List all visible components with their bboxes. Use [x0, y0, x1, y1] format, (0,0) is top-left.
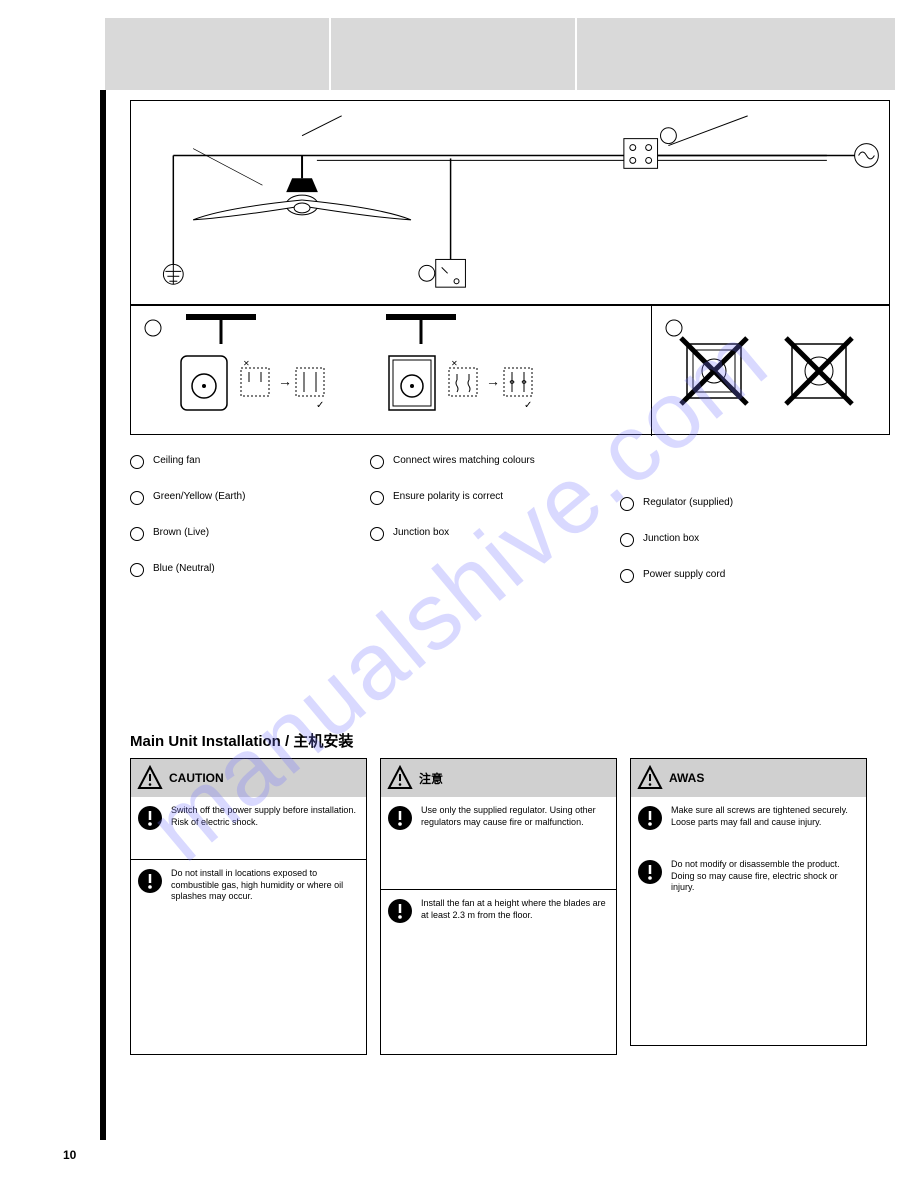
callout-circle [130, 527, 144, 541]
callout-text: Brown (Live) [153, 527, 375, 539]
callout-circle [130, 455, 144, 469]
caution-header: AWAS [631, 759, 866, 797]
callout-circle [370, 491, 384, 505]
caution-title: 注意 [419, 770, 443, 787]
callout-text: Ensure polarity is correct [393, 491, 615, 503]
callout-text: Ceiling fan [153, 455, 375, 467]
regulator-compat-box: ✕ → ✓ ✕ → ✓ [130, 305, 890, 435]
section-heading: Main Unit Installation / 主机安装 [130, 730, 353, 751]
callout-text: Junction box [643, 533, 865, 545]
divider [381, 889, 616, 890]
caution-header: CAUTION [131, 759, 366, 797]
callout-circle [620, 497, 634, 511]
caution-text: Do not modify or disassemble the product… [671, 859, 860, 1019]
page-number: 10 [63, 1148, 76, 1162]
svg-text:✕: ✕ [243, 359, 250, 368]
mandatory-icon [637, 805, 663, 831]
caution-text: Install the fan at a height where the bl… [421, 898, 610, 1028]
caution-panel: 注意 Use only the supplied regulator. Usin… [380, 758, 617, 1055]
do-not-use-diagram [652, 306, 891, 436]
svg-text:→: → [486, 373, 500, 389]
callout-text: Power supply cord [643, 569, 865, 581]
callout-text: Connect wires matching colours [393, 455, 615, 467]
mandatory-icon [137, 868, 163, 894]
callout-circle [370, 455, 384, 469]
caution-text: Do not install in locations exposed to c… [171, 868, 360, 1028]
svg-text:✕: ✕ [451, 359, 458, 368]
warning-triangle-icon [137, 765, 163, 791]
caution-panel: AWAS Make sure all screws are tightened … [630, 758, 867, 1046]
callout-circle [620, 533, 634, 547]
warning-triangle-icon [387, 765, 413, 791]
callout-circle [130, 491, 144, 505]
mandatory-icon [637, 859, 663, 885]
mandatory-icon [387, 805, 413, 831]
callout-text: Junction box [393, 527, 615, 539]
caution-title: AWAS [669, 771, 704, 785]
caution-panel: CAUTION Switch off the power supply befo… [130, 758, 367, 1055]
caution-header: 注意 [381, 759, 616, 797]
wiring-diagram-box [130, 100, 890, 305]
divider [131, 859, 366, 860]
callout-circle [130, 563, 144, 577]
callout-circle [620, 569, 634, 583]
svg-text:✓: ✓ [524, 400, 532, 411]
svg-text:→: → [278, 373, 292, 389]
mandatory-icon [387, 898, 413, 924]
callout-text: Blue (Neutral) [153, 563, 375, 575]
callout-circle [370, 527, 384, 541]
caution-text: Switch off the power supply before insta… [171, 805, 360, 845]
regulator-diagram: ✕ → ✓ ✕ → ✓ [131, 306, 651, 436]
callout-text: Regulator (supplied) [643, 497, 865, 509]
header-divider [575, 18, 577, 90]
callout-legend: Ceiling fan Green/Yellow (Earth) Brown (… [130, 455, 890, 685]
caution-title: CAUTION [169, 771, 224, 785]
caution-text: Make sure all screws are tightened secur… [671, 805, 860, 845]
header-bar [105, 18, 895, 90]
header-divider [329, 18, 331, 90]
warning-triangle-icon [637, 765, 663, 791]
side-black-bar [100, 90, 106, 1140]
svg-text:✓: ✓ [316, 400, 324, 411]
callout-text: Green/Yellow (Earth) [153, 491, 375, 503]
caution-text: Use only the supplied regulator. Using o… [421, 805, 610, 875]
mandatory-icon [137, 805, 163, 831]
wiring-diagram [131, 101, 889, 304]
